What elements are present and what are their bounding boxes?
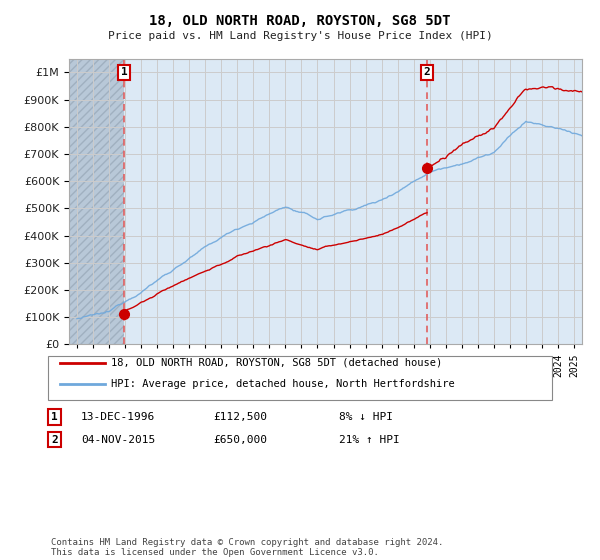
- Text: 1: 1: [51, 412, 58, 422]
- Text: 13-DEC-1996: 13-DEC-1996: [81, 412, 155, 422]
- Text: 8% ↓ HPI: 8% ↓ HPI: [339, 412, 393, 422]
- Text: Contains HM Land Registry data © Crown copyright and database right 2024.
This d: Contains HM Land Registry data © Crown c…: [51, 538, 443, 557]
- Text: 2: 2: [51, 435, 58, 445]
- Text: 2: 2: [424, 67, 431, 77]
- Text: 21% ↑ HPI: 21% ↑ HPI: [339, 435, 400, 445]
- Bar: [69, 59, 124, 344]
- Text: 04-NOV-2015: 04-NOV-2015: [81, 435, 155, 445]
- Text: Price paid vs. HM Land Registry's House Price Index (HPI): Price paid vs. HM Land Registry's House …: [107, 31, 493, 41]
- Text: 18, OLD NORTH ROAD, ROYSTON, SG8 5DT (detached house): 18, OLD NORTH ROAD, ROYSTON, SG8 5DT (de…: [111, 358, 442, 368]
- Text: £112,500: £112,500: [213, 412, 267, 422]
- Text: 18, OLD NORTH ROAD, ROYSTON, SG8 5DT: 18, OLD NORTH ROAD, ROYSTON, SG8 5DT: [149, 14, 451, 28]
- Text: HPI: Average price, detached house, North Hertfordshire: HPI: Average price, detached house, Nort…: [111, 379, 455, 389]
- Text: 1: 1: [121, 67, 128, 77]
- Text: £650,000: £650,000: [213, 435, 267, 445]
